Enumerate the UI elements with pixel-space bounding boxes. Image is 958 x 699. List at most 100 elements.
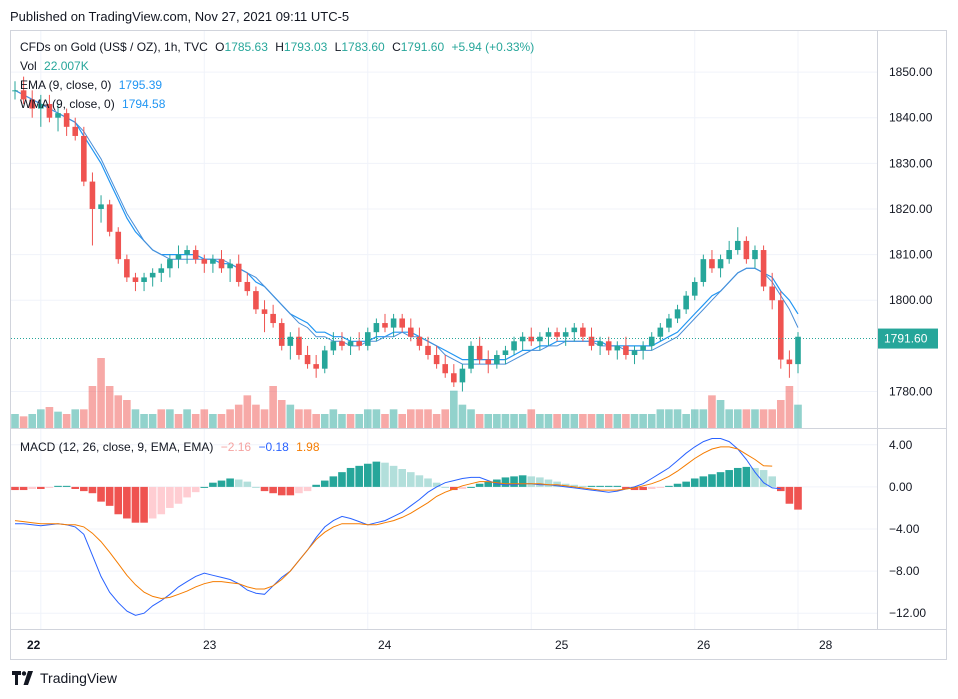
volume-bar (252, 404, 260, 428)
candle-body (175, 254, 182, 260)
volume-bar (484, 414, 493, 428)
candle-body (270, 313, 276, 324)
candle-body (149, 272, 156, 278)
price-axis-label: 1840.00 (889, 111, 933, 125)
macd-histogram-bar (114, 486, 123, 515)
macd-histogram-bar (11, 486, 19, 491)
candle-body (528, 336, 535, 342)
candle-body (390, 318, 397, 328)
macd-histogram-bar (682, 481, 690, 487)
volume-bar (699, 409, 708, 428)
macd-histogram-bar (381, 462, 389, 487)
candle-body (442, 364, 449, 374)
candle-body (20, 90, 27, 100)
volume-bar (785, 386, 794, 428)
ema-legend[interactable]: EMA (9, close, 0) 1795.39 (20, 78, 166, 92)
macd-histogram-bar (639, 486, 647, 491)
candle-body (244, 281, 251, 292)
volume-bar (441, 409, 450, 428)
volume-bar (527, 409, 536, 428)
candle-body (296, 336, 302, 355)
candle-body (330, 341, 337, 351)
footer-brand: TradingView (40, 670, 118, 686)
macd-histogram-bar (441, 486, 450, 488)
candle-body (115, 231, 122, 260)
macd-histogram-bar (71, 486, 80, 489)
high-value: 1793.03 (283, 40, 328, 54)
change-value: +5.94 (+0.33%) (451, 40, 535, 54)
candle-body (46, 104, 53, 118)
macd-histogram-bar (587, 485, 596, 487)
volume-label: Vol (20, 59, 37, 73)
macd-histogram-bar (191, 486, 200, 493)
candle-body (201, 259, 208, 264)
volume-bar (303, 409, 312, 428)
macd-histogram-bar (80, 486, 88, 492)
candle-body (72, 126, 79, 136)
volume-bar (467, 409, 475, 428)
chart-frame[interactable]: 1850.00 1840.00 1830.00 1820.00 1810.00 1800.… (10, 30, 947, 660)
candle-body (605, 341, 612, 351)
macd-histogram-bar (733, 467, 742, 487)
volume-bar (381, 414, 389, 428)
volume-bar (682, 414, 690, 428)
volume-bar (656, 409, 665, 428)
wma-legend[interactable]: WMA (9, close, 0) 1794.58 (20, 97, 169, 111)
macd-histogram-bar (183, 486, 191, 498)
macd-histogram-bar (157, 486, 166, 515)
macd-histogram-bar (398, 469, 406, 487)
candle-body (588, 336, 595, 346)
chart-canvas[interactable]: 1850.00 1840.00 1830.00 1820.00 1810.00 1800.… (11, 31, 946, 659)
price-axis-label: 1820.00 (889, 202, 933, 216)
volume-bar (742, 409, 751, 428)
macd-histogram-bar (415, 475, 424, 487)
macd-line-value: −0.18 (258, 440, 289, 454)
macd-histogram-bar (54, 485, 62, 487)
volume-value: 22.007K (44, 59, 89, 73)
volume-legend[interactable]: Vol 22.007K (20, 59, 93, 73)
volume-bar (62, 414, 71, 428)
symbol-legend[interactable]: CFDs on Gold (US$ / OZ), 1h, TVC O1785.6… (20, 40, 538, 54)
volume-bar (450, 390, 458, 428)
candle-body (89, 181, 96, 209)
volume-bar (174, 414, 183, 428)
volume-bar (587, 414, 596, 428)
macd-histogram-bar (174, 486, 183, 504)
last-price-tag (878, 328, 938, 349)
candle-body (562, 332, 569, 337)
candle-body (210, 259, 216, 264)
tradingview-logo[interactable]: TradingView (12, 670, 117, 686)
volume-bar (269, 386, 277, 428)
volume-bar (200, 409, 209, 428)
candle-body (321, 350, 328, 369)
candle-body (184, 250, 190, 255)
candle-body (691, 281, 698, 296)
candle-body (545, 332, 552, 337)
candle-body (253, 291, 259, 310)
published-caption: Published on TradingView.com, Nov 27, 20… (10, 9, 350, 24)
candle-body (519, 336, 526, 342)
macd-histogram-bar (630, 486, 639, 491)
volume-bar (88, 386, 97, 428)
macd-histogram-bar (123, 486, 131, 519)
symbol-title[interactable]: CFDs on Gold (US$ / OZ), 1h, TVC (20, 40, 208, 54)
candle-body (485, 359, 492, 365)
macd-histogram-bar (553, 481, 561, 487)
macd-histogram-bar (320, 480, 329, 487)
ema-label: EMA (9, close, 0) (20, 78, 112, 92)
macd-legend[interactable]: MACD (12, 26, close, 9, EMA, EMA) −2.16 … (20, 440, 324, 454)
price-axis-label: 1780.00 (889, 384, 933, 398)
volume-bar (673, 409, 682, 428)
candle-body (760, 250, 767, 287)
volume-bar (37, 409, 45, 428)
candle-body (494, 354, 500, 365)
volume-bar (183, 409, 191, 428)
volume-bar (226, 409, 234, 428)
macd-histogram-bar (716, 472, 725, 487)
candle-body (734, 240, 741, 251)
volume-bar (630, 414, 639, 428)
volume-bar (432, 414, 441, 428)
macd-histogram-bar (97, 486, 105, 502)
macd-histogram-bar (389, 465, 398, 487)
wma-line (14, 89, 799, 365)
